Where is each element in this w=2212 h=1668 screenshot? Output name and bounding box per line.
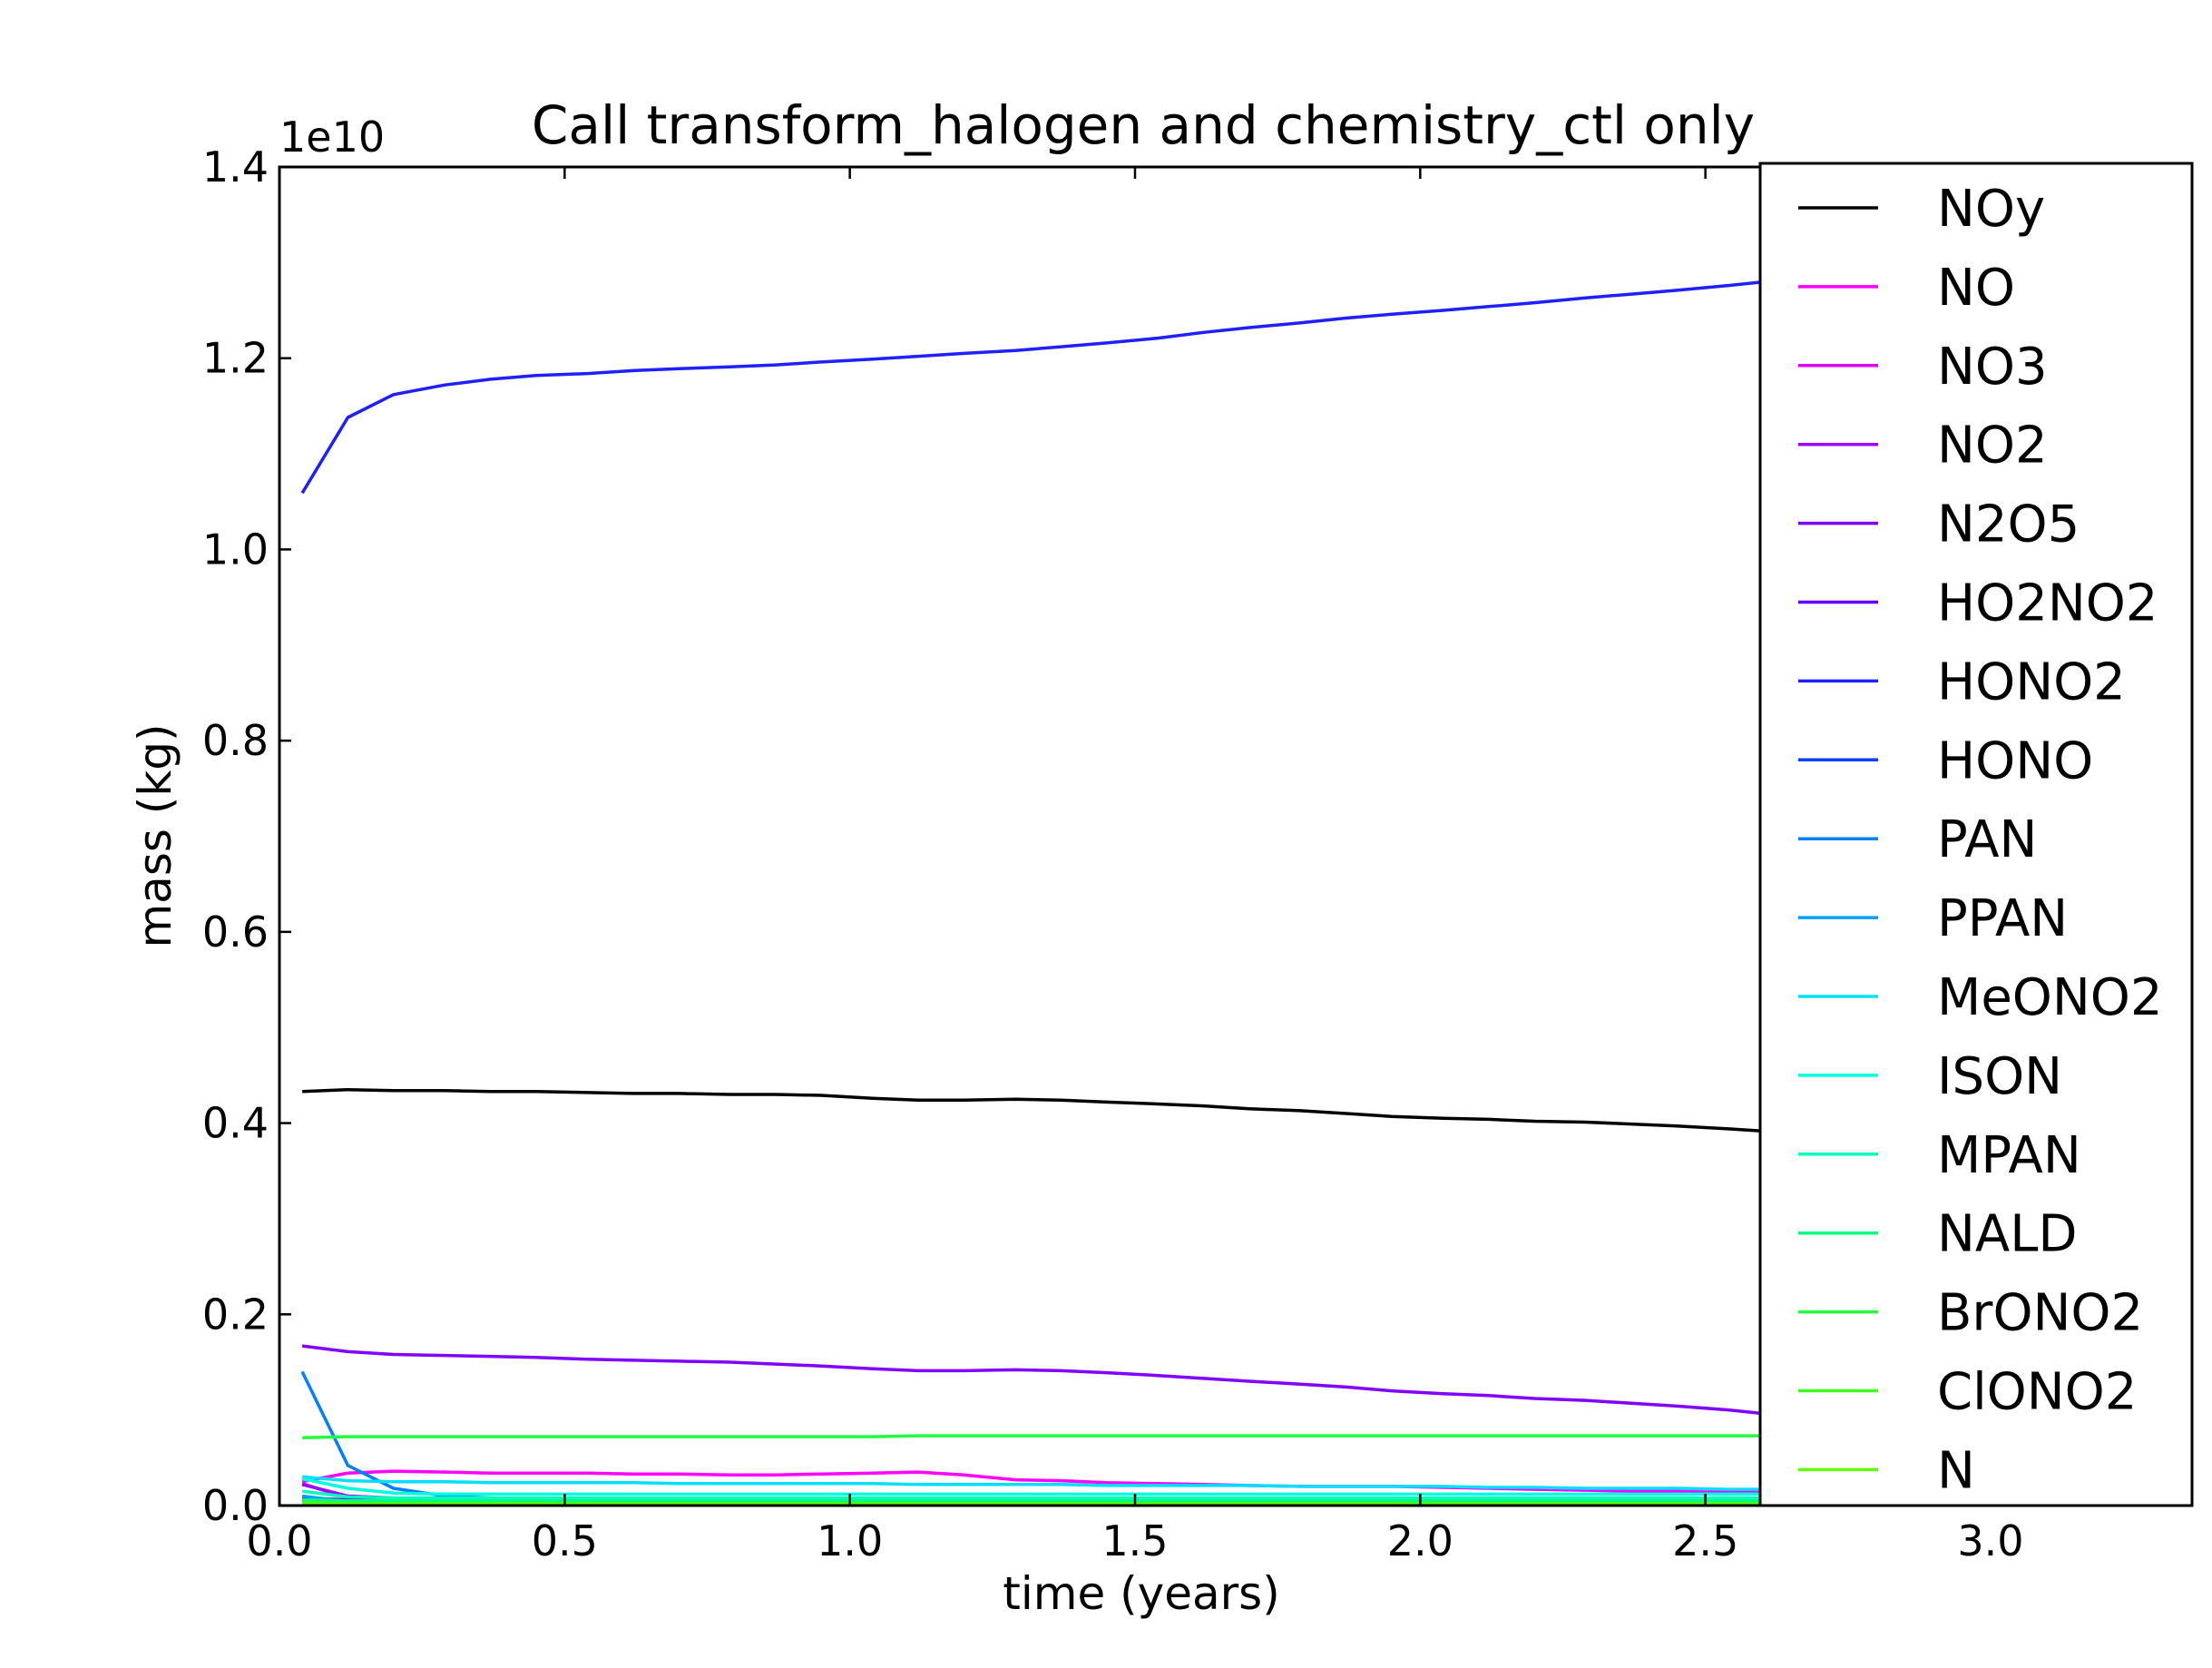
legend-frame [1758,162,2194,1507]
ticks-layer: 0.0 0.5 1.0 1.5 2.0 2.5 3.0 0.0 0.2 0.4 0.6 0.8 1.0 1… [202,142,2190,1565]
legend-label-nald: NALD [1937,1205,2078,1264]
legend-label-n: N [1937,1441,1975,1500]
legend: NOy NO NO3 NO2 N2O5 HO2NO2 HONO2 HONO PAN PPAN MeO… [1758,162,2194,1507]
legend-label-ison: ISON [1937,1047,2062,1106]
legend-label-no: NO [1937,259,2015,318]
series-layer [300,279,1775,1506]
x-tick-label: 0.0 [246,1516,312,1565]
legend-label-ppan: PPAN [1937,889,2068,948]
series-line-nald [302,1497,1775,1503]
y-tick-label: 0.8 [202,716,269,765]
y-tick-label: 1.0 [202,525,269,574]
legend-label-pan: PAN [1937,810,2037,869]
legend-label-noy: NOy [1937,180,2045,239]
legend-label-hono: HONO [1937,731,2093,790]
y-tick-label: 0.6 [202,908,269,957]
y-tick-label: 0.4 [202,1099,269,1148]
x-tick-label: 2.5 [1672,1516,1738,1565]
x-tick-label: 2.0 [1387,1516,1453,1565]
chart-title: Call transform_halogen and chemistry_ctl… [532,94,1755,156]
legend-label-no2: NO2 [1937,417,2048,476]
series-line-brono2 [302,1434,1775,1439]
series-line-meono2 [301,1475,1775,1491]
y-axis-offset-label: 1e10 [279,113,385,162]
series-line-ison [301,1477,1775,1496]
series-line-mpan [301,1489,1775,1500]
series-line-noy [302,1087,1775,1133]
legend-label-meono2: MeONO2 [1937,968,2162,1027]
series-line-no [301,1469,1775,1495]
y-tick-label: 0.2 [202,1290,269,1339]
legend-label-mpan: MPAN [1937,1126,2081,1185]
y-tick-label: 0.0 [202,1481,269,1530]
x-tick-label: 0.5 [532,1516,598,1565]
legend-label-ho2no2: HO2NO2 [1937,574,2158,633]
legend-label-no3: NO3 [1937,338,2048,397]
legend-label-brono2: BrONO2 [1937,1284,2143,1343]
legend-label-n2o5: N2O5 [1937,495,2080,554]
series-line-n2o5 [301,1344,1775,1417]
legend-label-clono2: ClONO2 [1937,1363,2137,1422]
y-tick-label: 1.4 [202,142,269,191]
x-tick-label: 1.5 [1101,1516,1168,1565]
x-axis-label: time (years) [1003,1567,1279,1620]
legend-label-hono2: HONO2 [1937,652,2126,711]
y-tick-label: 1.2 [202,334,269,383]
y-axis-label: mass (kg) [129,723,181,947]
x-tick-label: 1.0 [817,1516,883,1565]
x-tick-label: 3.0 [1957,1516,2023,1565]
series-line-hono2 [300,279,1775,495]
